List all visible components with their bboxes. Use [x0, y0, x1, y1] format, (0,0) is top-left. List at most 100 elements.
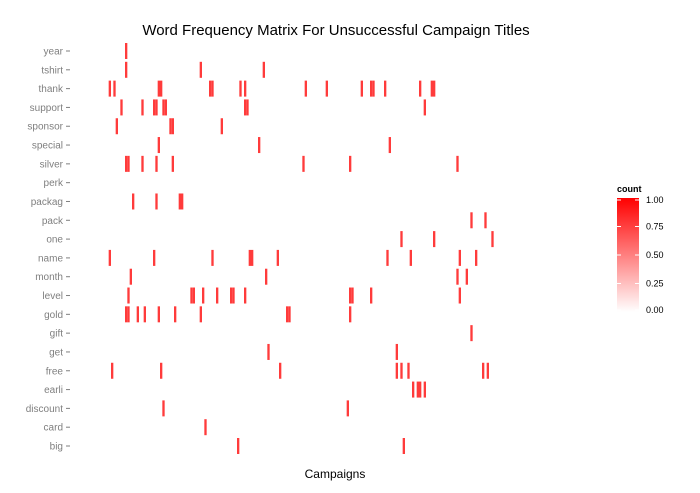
legend: count 0.00 0.25 0.50 0.75 1.00	[617, 184, 664, 315]
legend-label-0: 0.00	[646, 305, 664, 315]
heatmap-cell-support-13	[120, 99, 123, 116]
heatmap-cell-silver-16	[127, 155, 130, 172]
heatmap-cell-year-15	[125, 43, 128, 59]
heatmap-cell-support-27	[153, 99, 156, 116]
heatmap-cell-silver-157	[456, 155, 459, 172]
heatmap-cell-name-80	[276, 249, 279, 266]
heatmap-cell-name-165	[475, 249, 478, 266]
heatmap-cell-gold-16	[127, 306, 130, 323]
heatmap-cell-pack-169	[484, 212, 487, 229]
heatmap-cell-thank-126	[384, 80, 387, 97]
heatmap-cell-gold-111	[349, 306, 352, 323]
legend-color-bar	[617, 198, 639, 312]
heatmap-cell-silver-22	[141, 155, 144, 172]
y-tick-label-year: year	[44, 47, 64, 58]
y-tick-label-level: level	[42, 291, 63, 302]
heatmap-cell-gold-29	[157, 306, 160, 323]
heatmap-cell-level-61	[232, 287, 235, 304]
heatmap-cell-free-81	[279, 362, 282, 379]
y-tick-label-silver: silver	[40, 159, 64, 170]
heatmap-cell-silver-28	[155, 155, 158, 172]
heatmap-cell-thank-121	[372, 80, 375, 97]
heatmap-cell-support-22	[141, 99, 144, 116]
heatmap-cell-one-172	[491, 231, 494, 248]
heatmap-cell-free-131	[395, 362, 398, 379]
heatmap-cell-level-44	[192, 287, 195, 304]
heatmap-cell-month-75	[265, 268, 268, 285]
heatmap-cell-packag-38	[178, 193, 181, 210]
heatmap-cell-name-69	[251, 249, 254, 266]
heatmap-cell-free-133	[400, 362, 403, 379]
heatmap-cell-gold-36	[174, 306, 177, 323]
legend-ticks: 0.00 0.25 0.50 0.75 1.00	[617, 195, 664, 315]
legend-label-1: 0.25	[646, 279, 664, 289]
heatmap-cell-month-161	[465, 268, 468, 285]
heatmap-cell-earli-141	[419, 381, 422, 398]
heatmap-cell-one-133	[400, 231, 403, 248]
heatmap-cell-support-67	[246, 99, 249, 116]
y-axis: big card discount earli free get gift gold level…	[26, 47, 70, 453]
heatmap-cell-gold-20	[136, 306, 139, 323]
heatmap-cell-thank-30	[160, 80, 163, 97]
heatmap-cell-special-72	[258, 137, 261, 154]
heatmap-cell-packag-28	[155, 193, 158, 210]
heatmap-cell-gold-23	[143, 306, 146, 323]
heatmap-cell-free-136	[407, 362, 410, 379]
heatmap-cell-silver-15	[125, 155, 128, 172]
heatmap-cell-name-68	[248, 249, 251, 266]
heatmap-cell-earli-143	[423, 381, 426, 398]
heatmap-cell-level-112	[351, 287, 354, 304]
heatmap-cell-thank-141	[419, 80, 422, 97]
heatmap-cell-gift-163	[470, 325, 473, 342]
heatmap-cell-sponsor-11	[115, 118, 118, 135]
heatmap-cell-level-60	[230, 287, 233, 304]
heatmap-cell-level-43	[190, 287, 193, 304]
heatmap-cell-earli-140	[416, 381, 419, 398]
y-tick-label-one: one	[46, 235, 63, 246]
y-tick-label-perk: perk	[44, 178, 64, 189]
heatmap-cell-thank-51	[209, 80, 212, 97]
heatmap-cell-get-76	[267, 343, 270, 360]
heatmap-cell-thank-66	[244, 80, 247, 97]
heatmap-cell-earli-138	[412, 381, 415, 398]
heatmap-cell-silver-91	[302, 155, 305, 172]
y-tick-label-earli: earli	[44, 385, 63, 396]
heatmap-cell-support-31	[162, 99, 165, 116]
heatmap-cell-free-9	[111, 362, 114, 379]
y-tick-label-gift: gift	[50, 329, 64, 340]
heatmap-cell-big-134	[402, 438, 405, 454]
heatmap-cell-get-131	[395, 343, 398, 360]
heatmap-cell-level-120	[370, 287, 373, 304]
heatmap-cell-special-128	[388, 137, 391, 154]
heatmap-cell-big-63	[237, 438, 240, 454]
y-tick-label-packag: packag	[31, 197, 63, 208]
heatmap-cell-name-8	[108, 249, 111, 266]
y-tick-label-free: free	[46, 366, 64, 377]
y-tick-label-special: special	[32, 141, 63, 152]
heatmap-cell-sponsor-56	[220, 118, 223, 135]
heatmap-cell-month-17	[129, 268, 132, 285]
heatmap-cell-support-32	[164, 99, 167, 116]
heatmap-cell-special-29	[157, 137, 160, 154]
heatmap-cell-packag-18	[132, 193, 135, 210]
heatmap-cell-thank-92	[304, 80, 307, 97]
heatmap-cell-thank-116	[360, 80, 363, 97]
y-tick-label-card: card	[44, 423, 63, 434]
heatmap-cell-level-111	[349, 287, 352, 304]
heatmap-cell-free-168	[482, 362, 485, 379]
heatmap-cell-thank-8	[108, 80, 111, 97]
y-tick-label-support: support	[30, 103, 64, 114]
heatmap-cells	[108, 43, 494, 454]
heatmap-cell-level-16	[127, 287, 130, 304]
heatmap-cell-support-66	[244, 99, 247, 116]
heatmap-cell-thank-120	[370, 80, 373, 97]
heatmap-cell-sponsor-35	[171, 118, 174, 135]
y-tick-label-big: big	[50, 442, 63, 453]
heatmap-cell-pack-163	[470, 212, 473, 229]
heatmap-cell-thank-10	[113, 80, 116, 97]
legend-label-4: 1.00	[646, 195, 664, 205]
heatmap-cell-level-158	[458, 287, 461, 304]
heatmap-cell-packag-39	[181, 193, 184, 210]
heatmap-cell-name-137	[409, 249, 412, 266]
